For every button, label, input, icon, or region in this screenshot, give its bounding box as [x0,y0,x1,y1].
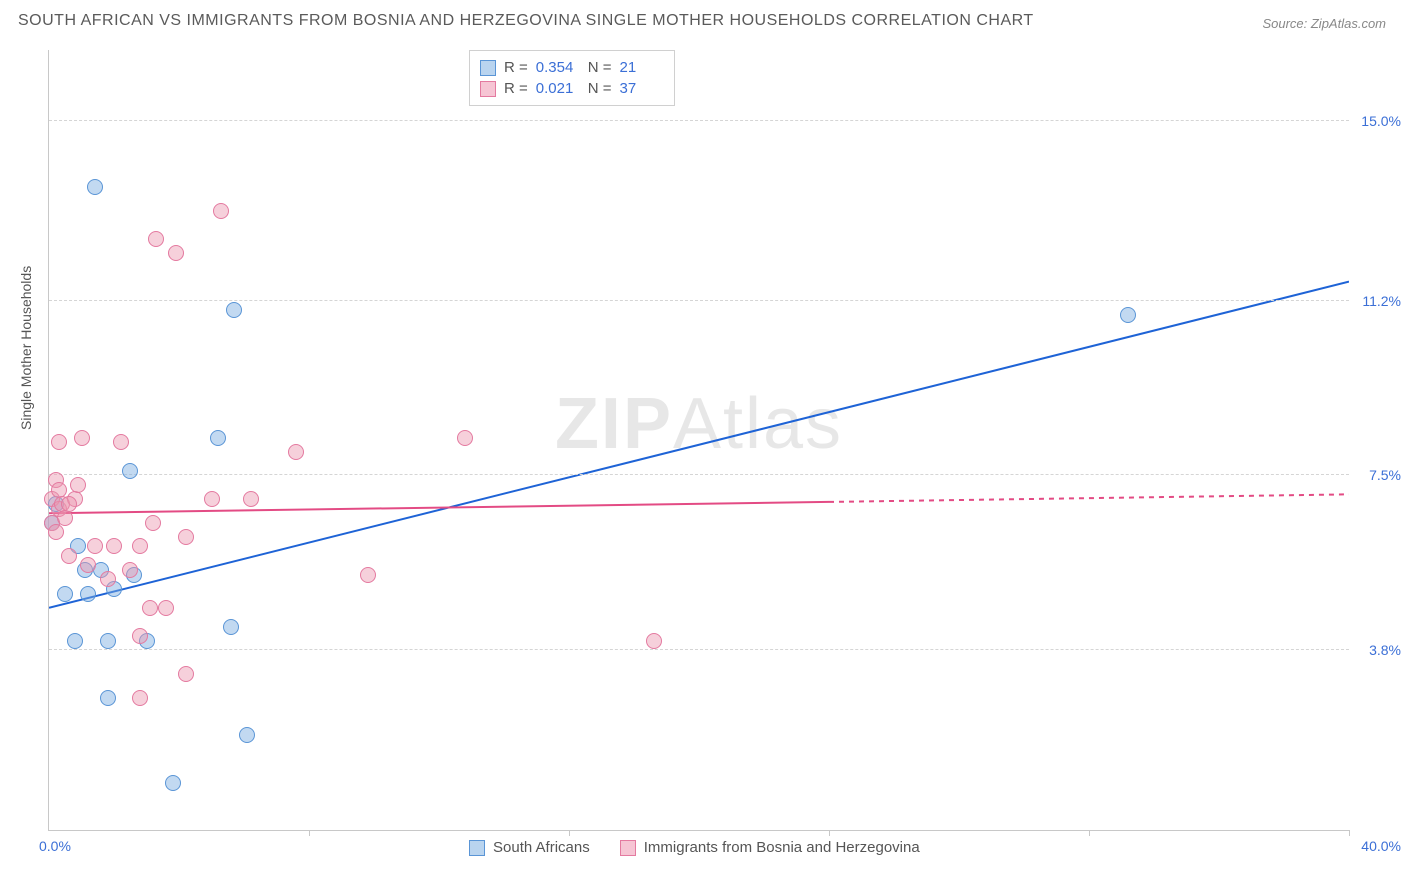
x-tick [1349,830,1350,836]
data-point [165,775,181,791]
data-point [67,633,83,649]
data-point [178,666,194,682]
data-point [646,633,662,649]
data-point [243,491,259,507]
data-point [213,203,229,219]
y-tick-label: 7.5% [1369,467,1401,483]
stat-n-value: 21 [620,59,664,76]
data-point [48,524,64,540]
data-point [145,515,161,531]
data-point [100,690,116,706]
data-point [1120,307,1136,323]
y-axis-label: Single Mother Households [18,266,34,430]
grid-line [49,300,1349,301]
x-tick [829,830,830,836]
data-point [51,434,67,450]
data-point [122,463,138,479]
stat-r-label: R = [504,80,528,97]
data-point [100,633,116,649]
stat-r-value: 0.021 [536,80,580,97]
grid-line [49,120,1349,121]
stats-legend: R = 0.354 N = 21 R = 0.021 N = 37 [469,50,675,106]
legend-swatch [620,840,636,856]
source-attribution: Source: ZipAtlas.com [1262,16,1386,31]
x-axis-max: 40.0% [1361,838,1401,854]
watermark: ZIPAtlas [555,383,843,465]
data-point [57,586,73,602]
stat-n-label: N = [588,59,612,76]
legend-swatch [469,840,485,856]
data-point [80,557,96,573]
legend-swatch [480,81,496,97]
data-point [168,245,184,261]
data-point [360,567,376,583]
scatter-plot: ZIPAtlas R =0.354N =21R =0.021N =37 Sout… [48,50,1349,831]
x-tick [1089,830,1090,836]
data-point [106,538,122,554]
x-tick [309,830,310,836]
data-point [113,434,129,450]
y-tick-label: 11.2% [1362,293,1401,309]
data-point [61,548,77,564]
x-axis-min: 0.0% [39,838,71,854]
data-point [132,690,148,706]
data-point [61,496,77,512]
data-point [239,727,255,743]
data-point [204,491,220,507]
data-point [74,430,90,446]
stat-r-value: 0.354 [536,59,580,76]
legend-item: South Africans [469,839,590,856]
data-point [210,430,226,446]
stat-n-label: N = [588,80,612,97]
chart-title: SOUTH AFRICAN VS IMMIGRANTS FROM BOSNIA … [18,12,1034,30]
grid-line [49,649,1349,650]
stat-r-label: R = [504,59,528,76]
stats-row: R = 0.021 N = 37 [480,78,664,99]
stats-row: R = 0.354 N = 21 [480,57,664,78]
y-tick-label: 3.8% [1369,642,1401,658]
legend-item: Immigrants from Bosnia and Herzegovina [620,839,920,856]
data-point [142,600,158,616]
data-point [57,510,73,526]
legend-swatch [480,60,496,76]
data-point [87,538,103,554]
data-point [87,179,103,195]
data-point [132,628,148,644]
data-point [148,231,164,247]
trend-lines [49,50,1349,830]
data-point [223,619,239,635]
legend-label: Immigrants from Bosnia and Herzegovina [644,839,920,856]
data-point [288,444,304,460]
stat-n-value: 37 [620,80,664,97]
data-point [226,302,242,318]
data-point [158,600,174,616]
data-point [132,538,148,554]
data-point [80,586,96,602]
data-point [70,477,86,493]
x-tick [569,830,570,836]
data-point [457,430,473,446]
data-point [178,529,194,545]
data-point [122,562,138,578]
legend-label: South Africans [493,839,590,856]
grid-line [49,474,1349,475]
series-legend: South Africans Immigrants from Bosnia and… [469,839,920,856]
y-tick-label: 15.0% [1361,113,1401,129]
data-point [100,571,116,587]
